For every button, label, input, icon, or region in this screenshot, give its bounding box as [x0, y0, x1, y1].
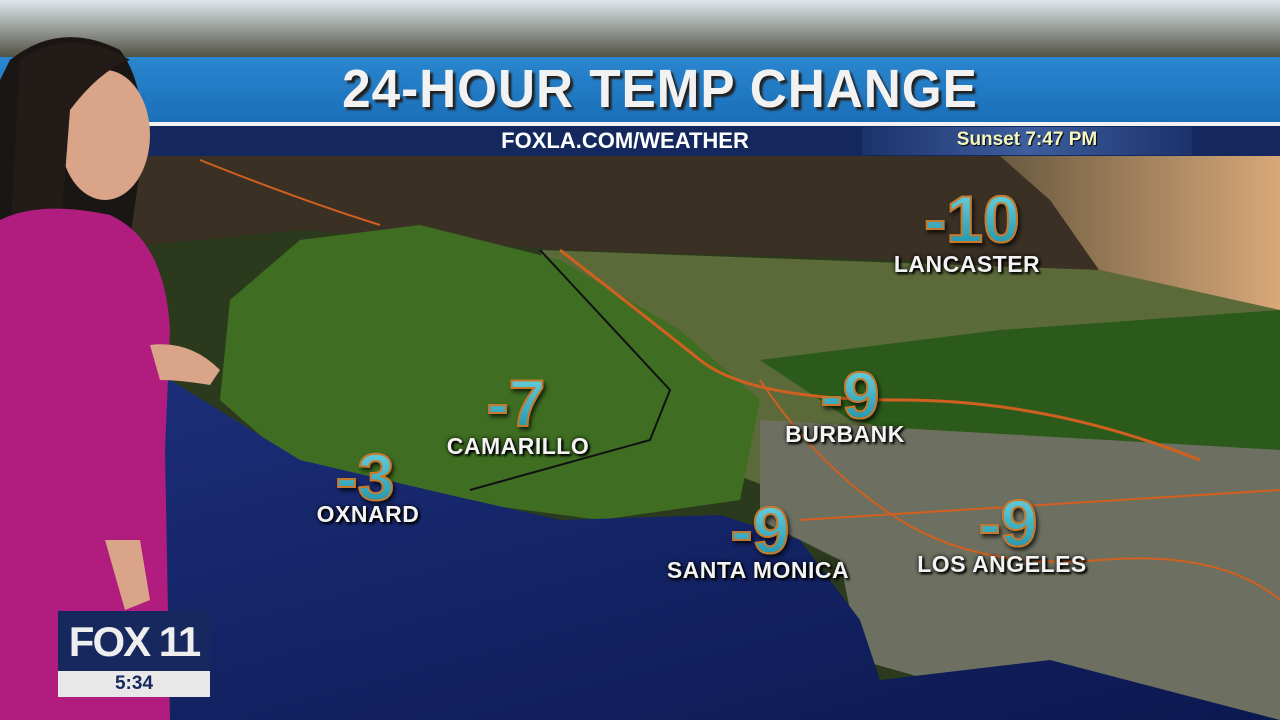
city-label-santa-monica: SANTA MONICA — [666, 557, 850, 583]
city-label-camarillo: CAMARILLO — [446, 433, 590, 459]
broadcast-clock: 5:34 — [58, 671, 210, 697]
presenter — [0, 37, 220, 720]
temp-change-burbank: -9 — [820, 358, 881, 432]
temp-change-oxnard: -3 — [335, 440, 396, 514]
title-banner — [0, 57, 1280, 122]
temp-change-santa-monica: -9 — [730, 493, 791, 567]
city-label-oxnard: OXNARD — [316, 501, 420, 527]
city-label-burbank: BURBANK — [785, 421, 905, 447]
sunset-panel — [862, 127, 1192, 155]
temp-change-lancaster: -10 — [923, 182, 1020, 256]
city-label-lancaster: LANCASTER — [893, 251, 1041, 277]
station-brand: FOX 11 — [58, 611, 210, 671]
fox11-logo: FOX 11 5:34 — [58, 611, 210, 697]
temp-change-camarillo: -7 — [486, 366, 547, 440]
website-url: FOXLA.COM/WEATHER — [501, 128, 749, 153]
city-label-los-angeles: LOS ANGELES — [917, 551, 1087, 577]
banner-divider — [0, 122, 1280, 126]
sunset-time: Sunset 7:47 PM — [956, 129, 1098, 150]
temp-change-los-angeles: -9 — [978, 486, 1039, 560]
graphic-title: 24-HOUR TEMP CHANGE — [342, 59, 978, 119]
